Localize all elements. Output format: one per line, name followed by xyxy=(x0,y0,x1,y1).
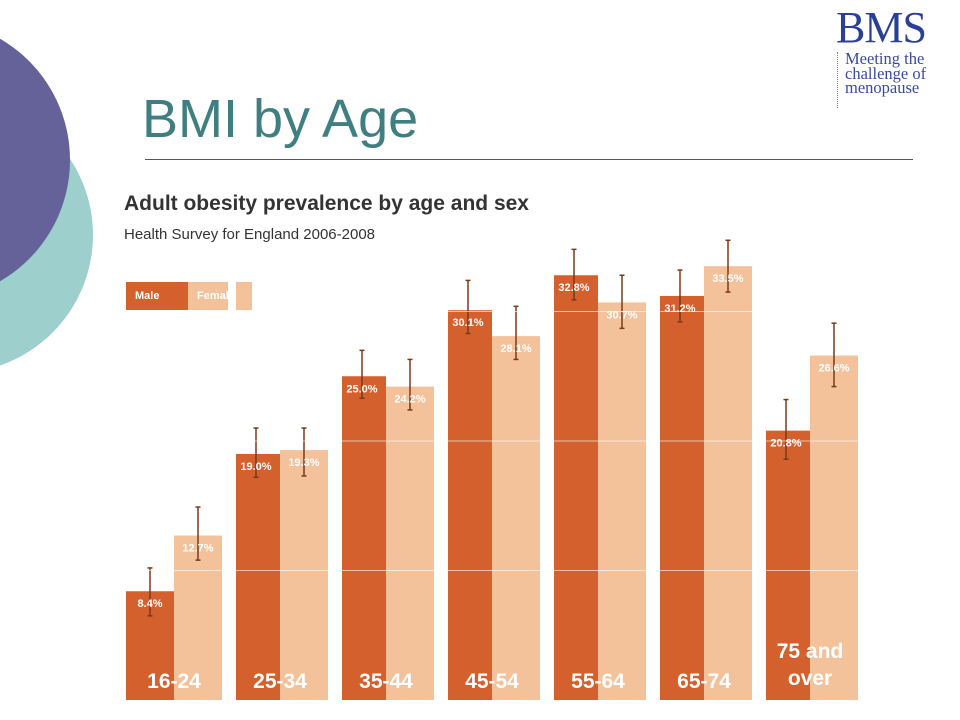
slide-title: BMI by Age xyxy=(142,89,419,149)
group-separator xyxy=(652,250,660,702)
data-label-female: 19.3% xyxy=(288,457,319,469)
chart-subtitle: Health Survey for England 2006-2008 xyxy=(124,226,376,243)
logo-tagline-line: challenge of xyxy=(845,63,927,83)
category-label: 25-34 xyxy=(253,670,307,693)
category-label: 75 and over xyxy=(777,640,844,690)
data-label-male: 19.0% xyxy=(240,461,271,473)
logo-tagline-line: Meeting the xyxy=(845,49,925,68)
decorative-circles xyxy=(0,38,93,366)
group-separator xyxy=(228,250,236,702)
bar-female xyxy=(598,302,646,700)
group-separator xyxy=(546,250,554,702)
data-label-male: 20.8% xyxy=(770,438,801,450)
logo-tagline-line: menopause xyxy=(845,78,920,97)
decor-purple-circle xyxy=(0,38,70,282)
bar-female xyxy=(492,336,540,700)
logo-text: BMS xyxy=(836,3,927,52)
logo-divider xyxy=(837,52,838,108)
data-label-female: 12.7% xyxy=(182,543,213,555)
category-label: 35-44 xyxy=(359,670,413,693)
bar-male xyxy=(762,430,810,700)
data-label-female: 28.1% xyxy=(500,343,531,355)
category-label: 55-64 xyxy=(571,670,625,693)
legend-item-male: Male xyxy=(126,282,188,310)
data-label-female: 30.7% xyxy=(606,309,637,321)
title-divider xyxy=(145,159,913,160)
legend-item-female: Female xyxy=(188,282,252,310)
category-label: 65-74 xyxy=(677,670,731,693)
bar-female xyxy=(174,535,222,700)
data-label-male: 32.8% xyxy=(558,282,589,294)
data-label-female: 26.6% xyxy=(818,363,849,375)
group-separator xyxy=(334,250,342,702)
category-label: 16-24 xyxy=(147,670,201,693)
bar-female xyxy=(810,355,858,700)
group-separator xyxy=(758,250,766,702)
bms-logo: BMS Meeting the challenge of menopause xyxy=(832,6,958,116)
bar-male xyxy=(550,275,598,700)
category-label: 45-54 xyxy=(465,670,519,693)
data-label-male: 30.1% xyxy=(452,317,483,329)
chart-title: Adult obesity prevalence by age and sex xyxy=(124,192,529,215)
data-label-female: 24.2% xyxy=(394,394,425,406)
bar-male xyxy=(338,376,386,700)
data-label-male: 25.0% xyxy=(346,383,377,395)
chart-legend: Male Female xyxy=(126,282,252,310)
bar-male xyxy=(444,310,492,700)
bar-female xyxy=(386,386,434,700)
data-label-male: 8.4% xyxy=(137,598,162,610)
data-label-male: 31.2% xyxy=(664,303,695,315)
logo-tagline: Meeting the challenge of menopause xyxy=(845,49,957,97)
group-separator xyxy=(440,250,448,702)
bar-male xyxy=(232,453,280,700)
bar-female xyxy=(704,266,752,700)
bar-female xyxy=(280,450,328,700)
data-label-female: 33.5% xyxy=(712,273,743,285)
bar-male xyxy=(656,295,704,700)
